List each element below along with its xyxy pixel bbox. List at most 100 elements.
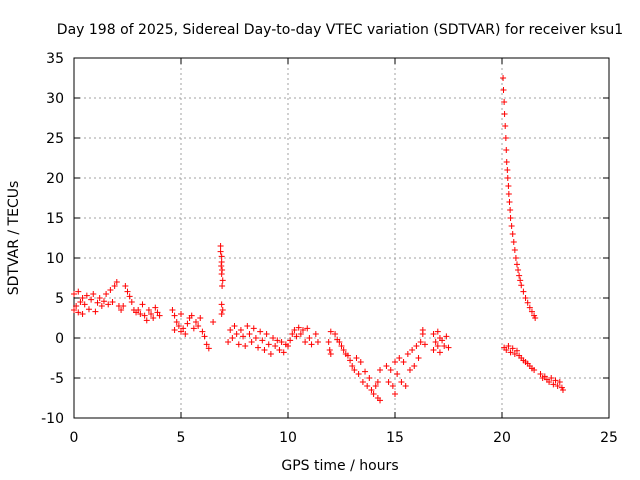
y-tick-label: 15 (46, 211, 64, 227)
data-point (302, 339, 309, 345)
data-point (398, 379, 405, 385)
data-point (81, 301, 88, 308)
data-point (520, 288, 527, 295)
y-axis-label: SDTVAR / TECUs (6, 181, 22, 296)
data-point (244, 323, 251, 329)
y-tick-label: 10 (46, 251, 64, 267)
data-point (229, 335, 236, 341)
data-point (513, 261, 520, 268)
data-point (392, 391, 398, 397)
data-point (173, 319, 180, 325)
data-point (552, 377, 559, 384)
chart-title: Day 198 of 2025, Sidereal Day-to-day VTE… (57, 22, 623, 38)
data-point (178, 328, 184, 335)
data-point (263, 331, 270, 337)
data-point (445, 344, 452, 351)
data-point (509, 345, 516, 352)
data-point (217, 243, 224, 249)
data-point (503, 347, 510, 353)
data-point (351, 367, 358, 373)
data-point (327, 351, 334, 357)
data-point (126, 293, 133, 300)
data-point (507, 349, 514, 356)
data-point (276, 347, 283, 353)
data-point (385, 379, 392, 385)
data-point (377, 397, 384, 404)
data-point (218, 263, 225, 269)
data-point (278, 339, 285, 345)
data-point (366, 375, 373, 381)
data-point (383, 363, 390, 369)
data-point (312, 331, 319, 337)
data-point (394, 371, 401, 377)
data-point (152, 304, 159, 311)
data-point (396, 355, 403, 361)
data-point (120, 303, 127, 309)
x-tick-label: 5 (177, 430, 186, 446)
data-point (406, 367, 413, 373)
data-point (248, 339, 255, 345)
data-point (528, 308, 535, 315)
data-point (118, 307, 125, 313)
data-point (326, 347, 333, 353)
data-point (501, 111, 508, 117)
data-point (148, 311, 155, 317)
data-point (504, 175, 511, 181)
data-point (332, 331, 339, 337)
data-point (511, 247, 518, 253)
data-point (392, 359, 398, 365)
data-point (507, 207, 514, 213)
data-point (362, 368, 369, 375)
data-point (77, 299, 84, 305)
data-point (285, 343, 291, 349)
data-point (441, 343, 448, 349)
data-point (430, 347, 437, 353)
data-point (92, 308, 99, 315)
data-point (336, 339, 343, 345)
data-point (501, 99, 508, 105)
data-point (299, 327, 306, 333)
data-point (73, 303, 80, 309)
data-point (156, 312, 163, 319)
data-point (340, 347, 347, 353)
data-point (219, 307, 226, 313)
data-point (88, 296, 95, 303)
data-point (145, 307, 152, 313)
data-point (349, 363, 356, 369)
data-points (71, 75, 566, 404)
y-tick-label: 20 (46, 171, 64, 187)
data-point (96, 295, 103, 301)
data-point (532, 315, 539, 321)
data-point (139, 301, 146, 308)
data-point (347, 357, 354, 364)
data-point (171, 312, 178, 319)
data-point (98, 303, 105, 309)
y-tick-label: 0 (55, 331, 64, 347)
data-point (400, 359, 407, 365)
data-point (517, 277, 524, 284)
data-point (90, 291, 97, 297)
data-point (512, 255, 519, 261)
data-point (192, 319, 199, 325)
data-point (548, 375, 555, 381)
data-point (541, 373, 548, 380)
data-point (237, 327, 244, 333)
data-point (75, 309, 82, 316)
data-point (272, 343, 279, 349)
data-point (219, 277, 226, 284)
plot-frame (73, 57, 610, 419)
data-point (518, 282, 525, 289)
x-tick-label: 10 (279, 430, 297, 446)
data-point (325, 339, 332, 345)
data-point (267, 351, 274, 357)
y-tick-label: 5 (55, 291, 64, 307)
data-point (257, 328, 264, 335)
axis-ticks: 0 5 10 15 20 25 -10 -5 0 5 10 15 20 25 30 35 (41, 51, 618, 446)
data-point (280, 349, 287, 356)
data-point (503, 147, 510, 153)
data-point (556, 379, 563, 385)
data-point (524, 299, 531, 306)
data-point (128, 299, 135, 305)
data-point (79, 311, 86, 317)
data-point (554, 383, 561, 389)
